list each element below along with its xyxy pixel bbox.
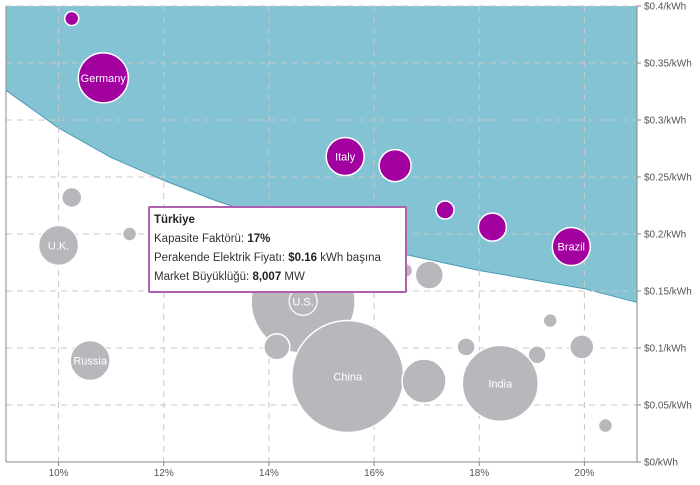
bubble (325, 136, 365, 177)
bubble (477, 212, 508, 242)
y-tick-label: $0.35/kWh (644, 59, 692, 70)
x-tick-label: 12% (154, 468, 174, 479)
bubble (378, 148, 412, 183)
tooltip-capacity-value: 17% (247, 233, 271, 245)
bubble (121, 226, 138, 242)
bubble (542, 312, 558, 329)
bubble-label: India (488, 378, 513, 390)
bubble (569, 334, 595, 360)
tooltip-row-market: Market Büyüklüğü: 8,007 MW (154, 268, 400, 287)
x-tick-label: 20% (574, 468, 594, 479)
bubble (527, 345, 547, 365)
x-tick-label: 16% (364, 468, 384, 479)
tooltip-price-value: $0.16 (288, 252, 318, 264)
bubble-label: Russia (73, 356, 108, 368)
y-tick-label: $0.1/kWh (644, 344, 686, 355)
bubble (597, 417, 614, 434)
bubble (435, 200, 455, 220)
bubble-label: U.S. (292, 296, 313, 308)
y-tick-label: $0.3/kWh (644, 116, 686, 127)
bubble-label: Italy (335, 151, 356, 163)
y-tick-label: $0.25/kWh (644, 173, 692, 184)
tooltip: Türkiye Kapasite Faktörü: 17% Perakende … (148, 206, 407, 293)
bubble (461, 344, 540, 423)
bubble (414, 260, 445, 290)
bubble (551, 226, 592, 267)
tooltip-title: Türkiye (154, 214, 195, 226)
x-tick-label: 10% (49, 468, 69, 479)
tooltip-capacity-label: Kapasite Faktörü: (154, 233, 248, 245)
bubble-label: China (333, 372, 363, 384)
tooltip-market-value: 8,007 (252, 271, 282, 283)
bubble-label: U.K. (48, 240, 69, 252)
tooltip-row-capacity: Kapasite Faktörü: 17% (154, 230, 400, 249)
bubble-label: Germany (81, 73, 127, 85)
tooltip-price-label: Perakende Elektrik Fiyatı: (154, 252, 289, 264)
bubble (456, 337, 476, 357)
tooltip-market-suffix: MW (281, 271, 305, 283)
tooltip-row-price: Perakende Elektrik Fiyatı: $0.16 kWh baş… (154, 249, 400, 268)
tooltip-market-label: Market Büyüklüğü: (154, 271, 253, 283)
bubble (37, 224, 80, 267)
y-tick-label: $0.05/kWh (644, 401, 692, 412)
y-tick-label: $0.4/kWh (644, 2, 686, 13)
bubble (77, 52, 130, 104)
x-tick-label: 14% (259, 468, 279, 479)
axes: 10% 12% 14% 16% 18% 20% $0/kWh $0.05/kWh $0.1/kW… (5, 2, 692, 479)
y-tick-label: $0.15/kWh (644, 287, 692, 298)
bubble-label: Brazil (558, 242, 586, 254)
x-tick-label: 18% (469, 468, 489, 479)
bubble (63, 10, 80, 27)
y-tick-label: $0.2/kWh (644, 230, 686, 241)
bubble (69, 339, 111, 382)
y-tick-label: $0/kWh (644, 458, 678, 469)
bubble (263, 333, 291, 361)
bubble (401, 358, 447, 404)
bubble (60, 186, 83, 209)
tooltip-price-suffix: kWh başına (317, 252, 381, 264)
